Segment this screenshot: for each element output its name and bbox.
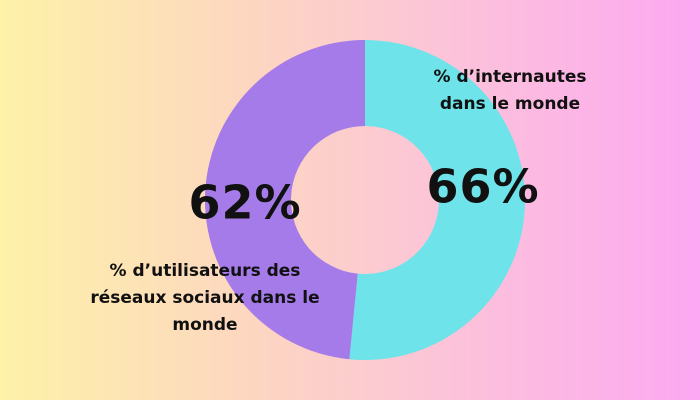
category-label: % d’internautes dans le monde <box>433 67 587 114</box>
category-label: % d’utilisateurs des réseaux sociaux dan… <box>90 261 320 335</box>
value-label: 62% <box>188 176 301 230</box>
donut-segment <box>349 40 526 361</box>
value-label: 66% <box>426 160 539 214</box>
donut-segment <box>205 40 365 360</box>
